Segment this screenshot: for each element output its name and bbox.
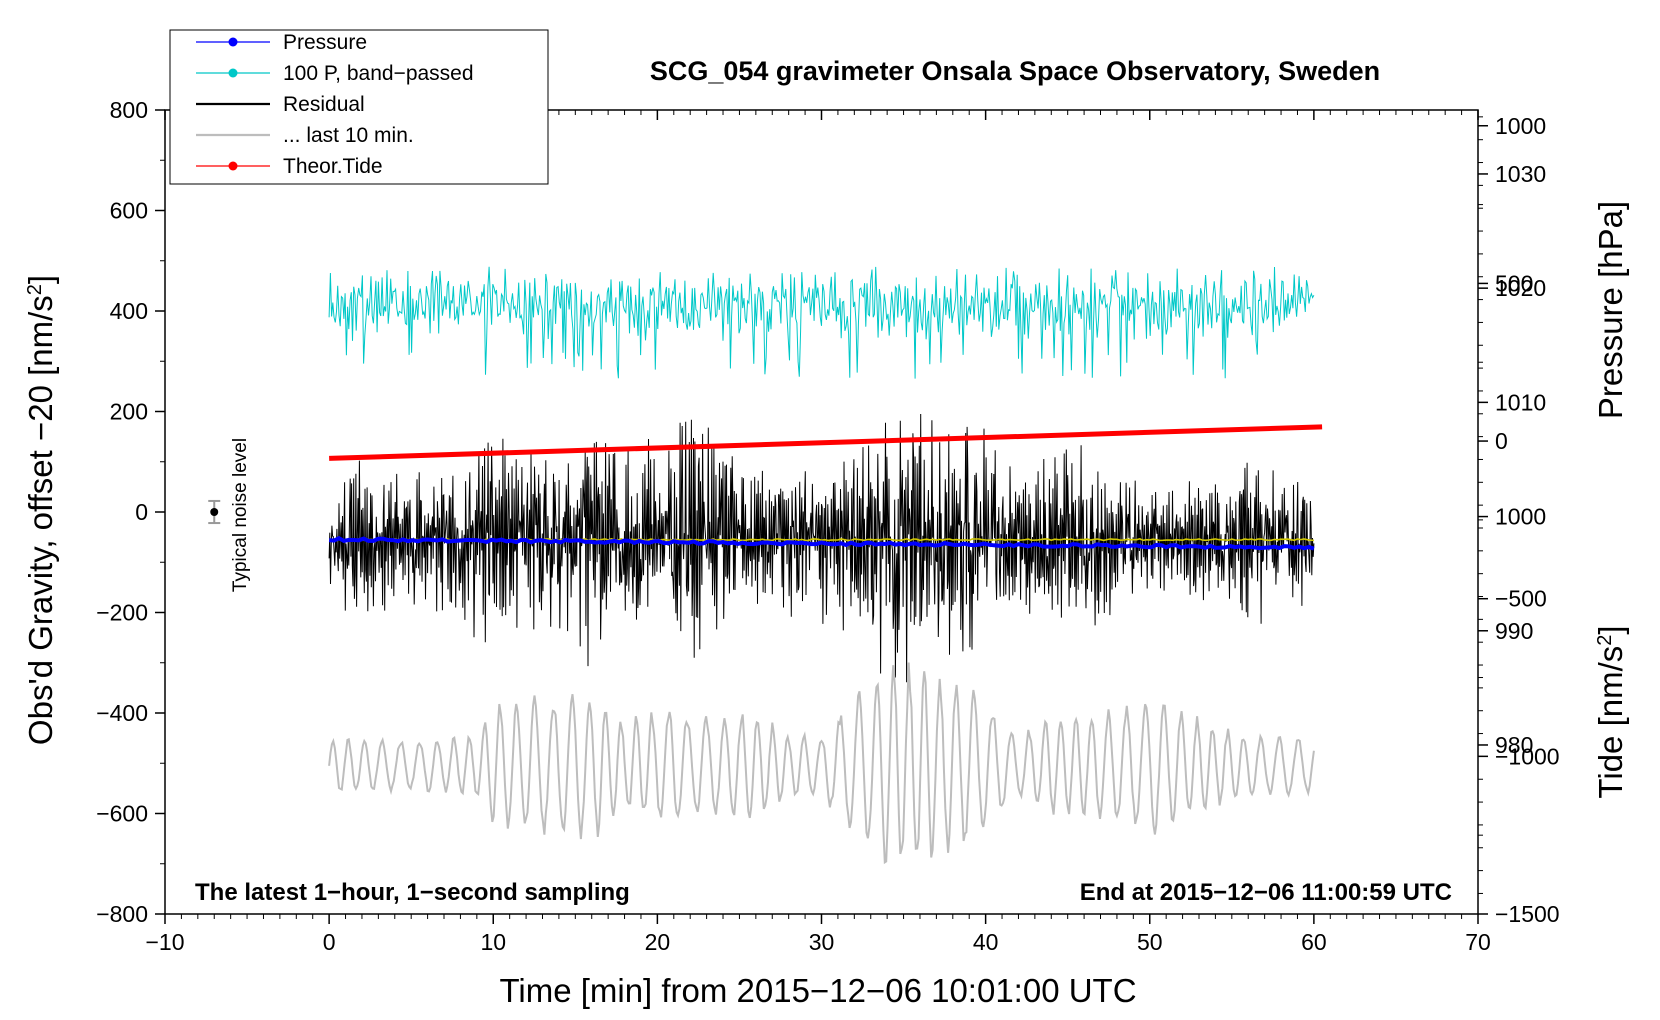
legend-label: Residual (283, 93, 365, 116)
y-tick-label: 800 (110, 97, 148, 123)
pressure-line (328, 535, 1315, 551)
tide-tick-label: 0 (1495, 428, 1508, 454)
x-tick-label: 10 (480, 929, 506, 955)
noise-level-indicator (208, 499, 221, 525)
legend-label: 100 P, band−passed (283, 62, 474, 85)
legend-label: Theor.Tide (283, 155, 383, 178)
x-tick-label: 20 (645, 929, 671, 955)
y-tick-label: −600 (96, 801, 148, 827)
x-tick-label: 40 (973, 929, 999, 955)
note-left: The latest 1−hour, 1−second sampling (195, 879, 630, 906)
x-axis-title: Time [min] from 2015−12−06 10:01:00 UTC (499, 972, 1136, 1009)
tide-tick-label: −500 (1495, 586, 1547, 612)
band-passed-pressure-line (328, 266, 1315, 379)
y-tick-label: 400 (110, 298, 148, 324)
pressure-tick-label: 1010 (1495, 389, 1546, 415)
pressure-tick-label: 1020 (1495, 275, 1546, 301)
y-axis-title-pressure: Pressure [hPa] (1592, 201, 1629, 419)
tide-tick-label: −1000 (1495, 743, 1560, 769)
y-axis-title-tide-sup: 2 (1594, 635, 1616, 646)
y-tick-label: 600 (110, 198, 148, 224)
y-axis-title-left: Obs'd Gravity, offset −20 [nm/s2] (22, 275, 59, 745)
x-tick-label: −10 (145, 929, 184, 955)
y-axis-title-left-close: ] (22, 275, 59, 284)
y-tick-label: −200 (96, 600, 148, 626)
legend-box (169, 29, 549, 185)
series-layer (328, 266, 1323, 865)
tide-tick-label: 500 (1495, 270, 1533, 296)
legend-marker (228, 161, 238, 171)
theoretical-tide-line (329, 424, 1323, 461)
y-tick-label: −400 (96, 700, 148, 726)
note-right: End at 2015−12−06 11:00:59 UTC (1080, 879, 1452, 906)
tide-tick-label: 1000 (1495, 113, 1546, 139)
legend-marker (228, 37, 238, 47)
y-axis-title-tide-close: ] (1592, 625, 1629, 634)
tide-tick-label: −1500 (1495, 901, 1560, 927)
last-10-min-line (328, 662, 1315, 865)
y-axis-title-tide: Tide [nm/s2] (1592, 625, 1629, 798)
x-tick-label: 30 (809, 929, 835, 955)
x-tick-label: 0 (323, 929, 336, 955)
y-axis-title-tide-text: Tide [nm/s (1592, 646, 1629, 799)
y-tick-label: 200 (110, 399, 148, 425)
pressure-tick-label: 990 (1495, 618, 1533, 644)
legend: Pressure 100 P, band−passed Residual ... la… (169, 29, 549, 185)
y-tick-label: 0 (135, 499, 148, 525)
pressure-tick-label: 1030 (1495, 161, 1546, 187)
legend-marker (228, 68, 238, 78)
x-tick-label: 50 (1137, 929, 1163, 955)
legend-label: Pressure (283, 31, 367, 54)
noise-label: Typical noise level (230, 438, 251, 592)
chart-title: SCG_054 gravimeter Onsala Space Observat… (650, 56, 1380, 86)
axes-layer: −10 0 10 20 30 40 50 60 708006004002000−200−400−… (96, 97, 1559, 955)
pressure-tick-label: 980 (1495, 732, 1533, 758)
y-axis-title-left-sup: 2 (24, 284, 46, 295)
noise-point (210, 508, 219, 516)
x-tick-label: 70 (1465, 929, 1491, 955)
residual-series-line (328, 413, 1315, 683)
legend-label: ... last 10 min. (283, 124, 414, 147)
y-tick-label: −800 (96, 901, 148, 927)
pressure-tick-label: 1000 (1495, 504, 1546, 530)
y-axis-title-left-text: Obs'd Gravity, offset −20 [nm/s (22, 295, 59, 745)
x-tick-label: 60 (1301, 929, 1327, 955)
